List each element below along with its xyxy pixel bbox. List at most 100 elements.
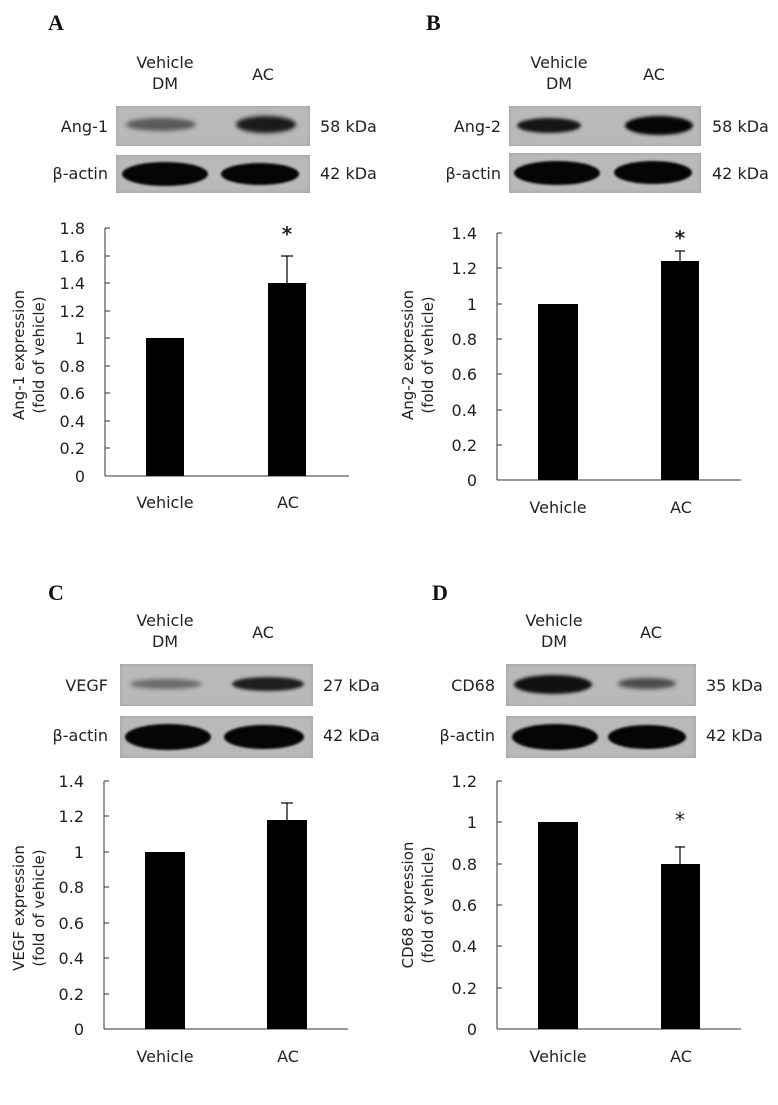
y-axis-title: CD68 expression (fold of vehicle) xyxy=(399,842,437,969)
band-ac xyxy=(614,161,692,184)
svg-text:0.6: 0.6 xyxy=(452,896,477,915)
significance-marker: * xyxy=(675,808,685,832)
x-tick-label: AC xyxy=(277,1047,299,1066)
svg-text:1.4: 1.4 xyxy=(452,224,477,243)
blot-label-protein: Ang-2 xyxy=(453,117,501,136)
western-blot-ang1 xyxy=(116,106,310,146)
lane-label-ac: AC xyxy=(643,65,665,84)
svg-text:1.6: 1.6 xyxy=(60,247,85,266)
error-bar-ac xyxy=(281,255,293,283)
svg-text:(fold of vehicle): (fold of vehicle) xyxy=(419,296,437,413)
error-bar-ac xyxy=(675,846,685,864)
western-blot-beta-actin xyxy=(116,155,310,193)
svg-text:0.8: 0.8 xyxy=(452,855,477,874)
blot-label-beta-actin: β-actin xyxy=(52,164,108,183)
band-vehicle xyxy=(514,161,600,185)
blot-label-beta-actin: β-actin xyxy=(445,164,501,183)
y-axis: 0 0.2 0.4 0.6 0.8 1 1.2 1.4 1.6 1.8 xyxy=(60,219,110,486)
svg-text:0.6: 0.6 xyxy=(452,365,477,384)
svg-text:0: 0 xyxy=(467,471,477,490)
svg-text:0.6: 0.6 xyxy=(60,384,85,403)
kda-label: 35 kDa xyxy=(706,676,763,695)
svg-text:1: 1 xyxy=(74,843,84,862)
svg-text:1.2: 1.2 xyxy=(60,302,85,321)
y-axis-title: VEGF expression (fold of vehicle) xyxy=(10,845,48,971)
kda-label: 42 kDa xyxy=(706,726,763,745)
bar-chart-ang2: Ang-2 expression (fold of vehicle) 0 0.2… xyxy=(399,224,741,517)
band-vehicle xyxy=(514,675,592,694)
svg-text:0: 0 xyxy=(75,467,85,486)
blot-label-beta-actin: β-actin xyxy=(52,726,108,745)
bar-ac xyxy=(661,864,700,1029)
bar-vehicle xyxy=(538,822,578,1029)
svg-text:1.2: 1.2 xyxy=(59,807,84,826)
significance-marker: * xyxy=(675,226,686,250)
svg-text:1: 1 xyxy=(467,295,477,314)
panel-letter: A xyxy=(48,10,64,35)
y-axis-title: Ang-1 expression (fold of vehicle) xyxy=(10,290,48,420)
band-vehicle xyxy=(125,724,211,750)
svg-text:1.8: 1.8 xyxy=(60,219,85,238)
x-tick-label: AC xyxy=(670,498,692,517)
x-tick-label: Vehicle xyxy=(136,1047,193,1066)
y-axis: 0 0.2 0.4 0.6 0.8 1 1.2 1.4 xyxy=(59,772,109,1039)
kda-label: 42 kDa xyxy=(320,164,377,183)
svg-text:(fold of vehicle): (fold of vehicle) xyxy=(419,846,437,963)
svg-text:1.4: 1.4 xyxy=(60,274,85,293)
western-blot-cd68 xyxy=(506,664,696,706)
svg-text:1.4: 1.4 xyxy=(59,772,84,791)
band-ac xyxy=(232,677,304,691)
lane-label-vehicle: Vehicle DM xyxy=(525,611,583,651)
x-tick-label: Vehicle xyxy=(529,498,586,517)
svg-text:1: 1 xyxy=(75,329,85,348)
svg-text:0.2: 0.2 xyxy=(452,979,477,998)
svg-text:0.2: 0.2 xyxy=(59,985,84,1004)
error-bar-ac xyxy=(281,802,293,820)
svg-text:0.8: 0.8 xyxy=(452,330,477,349)
lane-label-vehicle: Vehicle DM xyxy=(136,611,194,651)
western-blot-beta-actin xyxy=(509,153,701,193)
panel-letter: C xyxy=(48,580,64,605)
lane-label-ac: AC xyxy=(252,623,274,642)
svg-text:0: 0 xyxy=(467,1020,477,1039)
blot-label-beta-actin: β-actin xyxy=(439,726,495,745)
y-axis-title: Ang-2 expression (fold of vehicle) xyxy=(399,290,437,420)
x-tick-label: Vehicle xyxy=(529,1047,586,1066)
svg-text:0.4: 0.4 xyxy=(452,937,477,956)
svg-text:0.4: 0.4 xyxy=(59,949,84,968)
bar-vehicle xyxy=(146,338,184,476)
error-bar-ac xyxy=(675,250,685,261)
western-blot-vegf xyxy=(120,664,313,706)
western-blot-beta-actin xyxy=(120,716,313,758)
blot-label-protein: VEGF xyxy=(65,676,108,695)
lane-label-ac: AC xyxy=(640,623,662,642)
svg-text:0.4: 0.4 xyxy=(60,412,85,431)
bar-chart-vegf: VEGF expression (fold of vehicle) 0 0.2 … xyxy=(10,772,348,1066)
svg-text:0.8: 0.8 xyxy=(59,878,84,897)
bar-ac xyxy=(267,820,307,1029)
svg-text:0.2: 0.2 xyxy=(60,439,85,458)
kda-label: 42 kDa xyxy=(323,726,380,745)
western-blot-ang2 xyxy=(509,106,701,146)
svg-text:0.6: 0.6 xyxy=(59,914,84,933)
svg-text:1.2: 1.2 xyxy=(452,772,477,791)
bar-vehicle xyxy=(538,304,578,480)
band-vehicle xyxy=(130,679,202,689)
bar-chart-cd68: CD68 expression (fold of vehicle) 0 0.2 … xyxy=(399,772,741,1066)
svg-text:0: 0 xyxy=(74,1020,84,1039)
band-ac xyxy=(608,725,686,749)
kda-label: 58 kDa xyxy=(712,117,769,136)
band-ac xyxy=(625,116,693,135)
svg-text:1.2: 1.2 xyxy=(452,259,477,278)
y-axis: 0 0.2 0.4 0.6 0.8 1 1.2 1.4 xyxy=(452,224,502,490)
band-ac xyxy=(221,163,299,185)
svg-text:1: 1 xyxy=(467,813,477,832)
x-tick-label: Vehicle xyxy=(136,493,193,512)
bar-ac xyxy=(661,261,699,480)
svg-text:(fold of vehicle): (fold of vehicle) xyxy=(30,849,48,966)
svg-text:0.4: 0.4 xyxy=(452,401,477,420)
blot-label-protein: CD68 xyxy=(451,676,495,695)
panel-letter: D xyxy=(432,580,448,605)
y-axis: 0 0.2 0.4 0.6 0.8 1 1.2 xyxy=(452,772,502,1039)
bar-vehicle xyxy=(145,852,185,1029)
